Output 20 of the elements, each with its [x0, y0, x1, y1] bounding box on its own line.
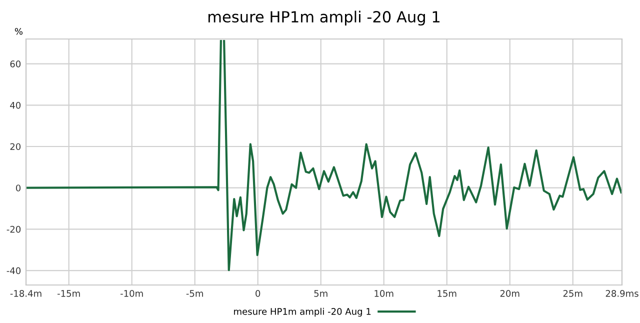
y-axis-title: %	[14, 28, 23, 35]
x-tick-label: -5m	[186, 290, 203, 297]
x-tick-label: -18.4m	[10, 290, 42, 297]
y-tick-label: 20	[10, 143, 21, 150]
y-tick-label: 40	[10, 102, 21, 109]
x-tick-label: 15m	[438, 290, 456, 297]
x-tick-label: 28.9ms	[606, 290, 638, 297]
x-tick-label: -10m	[120, 290, 143, 297]
x-tick-label: 10m	[374, 290, 394, 297]
x-tick-label: 20m	[500, 290, 520, 297]
chart-title: mesure HP1m ampli -20 Aug 1	[208, 10, 440, 26]
x-tick-label: -15m	[58, 290, 80, 297]
x-tick-label: 5m	[314, 290, 328, 297]
x-tick-label: 25m	[563, 290, 582, 297]
y-tick-label: -40	[6, 267, 21, 274]
y-tick-label: 0	[16, 184, 21, 192]
y-tick-label: 60	[10, 60, 21, 68]
y-tick-label: -20	[6, 226, 21, 233]
x-tick-label: 0	[256, 290, 260, 297]
legend-label: mesure HP1m ampli -20 Aug 1	[234, 308, 371, 317]
